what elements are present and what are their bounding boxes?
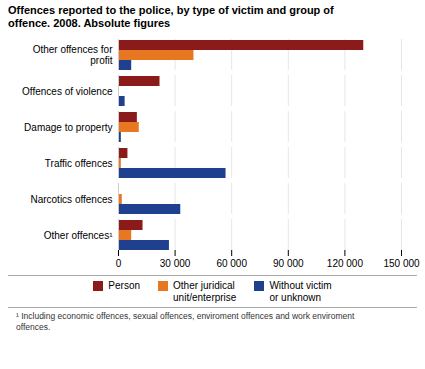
- html-text:Offences reported to the polic: Offences reported to the police, by type…: [8, 4, 334, 30]
- svg-text:Damage to property: Damage to property: [24, 122, 112, 133]
- svg-text:90 000: 90 000: [273, 258, 304, 269]
- svg-text:Narcotics offences: Narcotics offences: [30, 194, 112, 205]
- svg-text:120 000: 120 000: [327, 258, 364, 269]
- svg-text:Traffic offences: Traffic offences: [45, 158, 113, 169]
- html-text:Other juridical unit/enterpris: Other juridical unit/enterprise: [173, 280, 237, 303]
- html-text:¹ Including economic offences,: ¹ Including economic offences, sexual of…: [16, 311, 355, 332]
- svg-text:Offences of violence: Offences of violence: [22, 86, 113, 97]
- svg-text:150 000: 150 000: [383, 258, 420, 269]
- svg-text:Other offences forprofit: Other offences forprofit: [33, 44, 114, 66]
- svg-text:0: 0: [116, 258, 122, 269]
- svg-text:30 000: 30 000: [160, 258, 191, 269]
- svg-text:60 000: 60 000: [216, 258, 247, 269]
- html-text:Without victim or unknown: Without victim or unknown: [269, 280, 332, 303]
- html-text:Person: Person: [108, 280, 140, 292]
- svg-text:Other offences¹: Other offences¹: [44, 230, 113, 241]
